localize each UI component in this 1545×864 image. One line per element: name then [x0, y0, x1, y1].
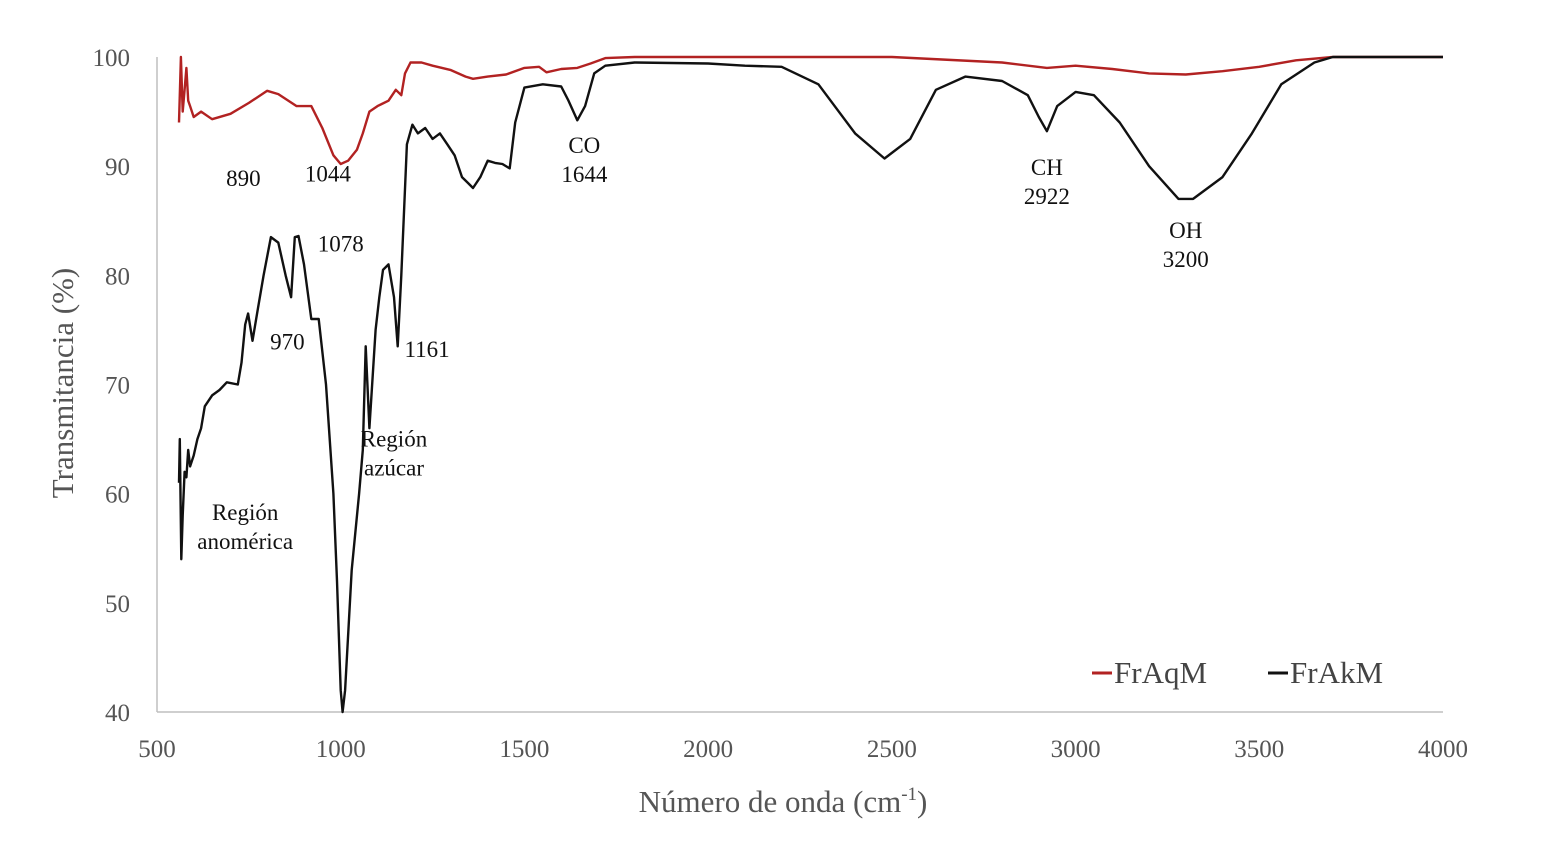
x-tick-label: 3500	[1234, 736, 1284, 763]
x-tick-label: 2500	[867, 736, 917, 763]
y-tick-label: 70	[105, 373, 130, 400]
y-tick-label: 60	[105, 482, 130, 509]
peak-annotation: 1044	[305, 161, 352, 186]
x-axis-title: Número de onda (cm-1)	[639, 784, 928, 819]
x-tick-label: 1500	[499, 736, 549, 763]
y-tick-label: 40	[105, 700, 130, 727]
y-tick-labels: 40 50 60 70 80 90 100	[93, 45, 131, 727]
series-line-fraqm	[177, 55, 1443, 166]
x-tick-label: 3000	[1051, 736, 1101, 763]
peak-annotation: 970	[270, 330, 305, 355]
legend-label-fraqm: FrAqM	[1114, 655, 1207, 690]
x-tick-label: 4000	[1418, 736, 1468, 763]
axes	[156, 57, 1443, 713]
annotations: 890 1044 1078 970 1161 CO 1644 CH 2922 OH 3200 Regi…	[197, 133, 1209, 554]
y-tick-label: 50	[105, 591, 130, 618]
peak-annotation: Región anomérica	[197, 500, 293, 554]
x-tick-label: 2000	[683, 736, 733, 763]
peak-annotation: OH 3200	[1163, 218, 1209, 272]
y-tick-label: 90	[105, 154, 130, 181]
x-axis-title-superscript: -1	[901, 784, 917, 805]
legend-label-frakm: FrAkM	[1290, 655, 1383, 690]
series-lines	[177, 55, 1443, 714]
peak-annotation: Región azúcar	[361, 427, 428, 481]
y-tick-label: 80	[105, 263, 130, 290]
x-tick-labels: 500 1000 1500 2000 2500 3000 3500 4000	[138, 736, 1468, 763]
x-axis-title-close: )	[917, 784, 927, 819]
peak-annotation: 1161	[404, 337, 449, 362]
x-tick-label: 1000	[316, 736, 366, 763]
x-axis-title-main: Número de onda (cm	[639, 784, 902, 819]
peak-annotation: CH 2922	[1024, 155, 1070, 209]
x-tick-label: 500	[138, 736, 176, 763]
peak-annotation: CO 1644	[561, 133, 608, 187]
peak-annotation: 1078	[318, 231, 364, 256]
legend: FrAqM FrAkM	[1092, 655, 1383, 690]
y-axis-title: Transmitancia (%)	[45, 268, 80, 498]
peak-annotation: 890	[226, 166, 261, 191]
series-line-frakm	[177, 55, 1443, 714]
y-tick-label: 100	[93, 45, 131, 72]
